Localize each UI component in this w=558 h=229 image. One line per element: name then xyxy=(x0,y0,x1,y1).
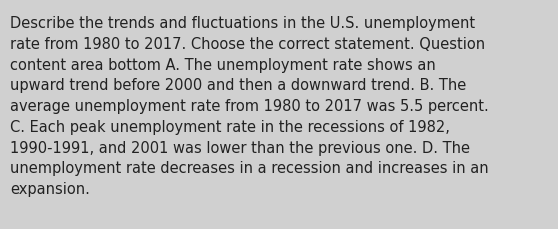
Text: Describe the trends and fluctuations in the U.S. unemployment
rate from 1980 to : Describe the trends and fluctuations in … xyxy=(10,16,489,196)
